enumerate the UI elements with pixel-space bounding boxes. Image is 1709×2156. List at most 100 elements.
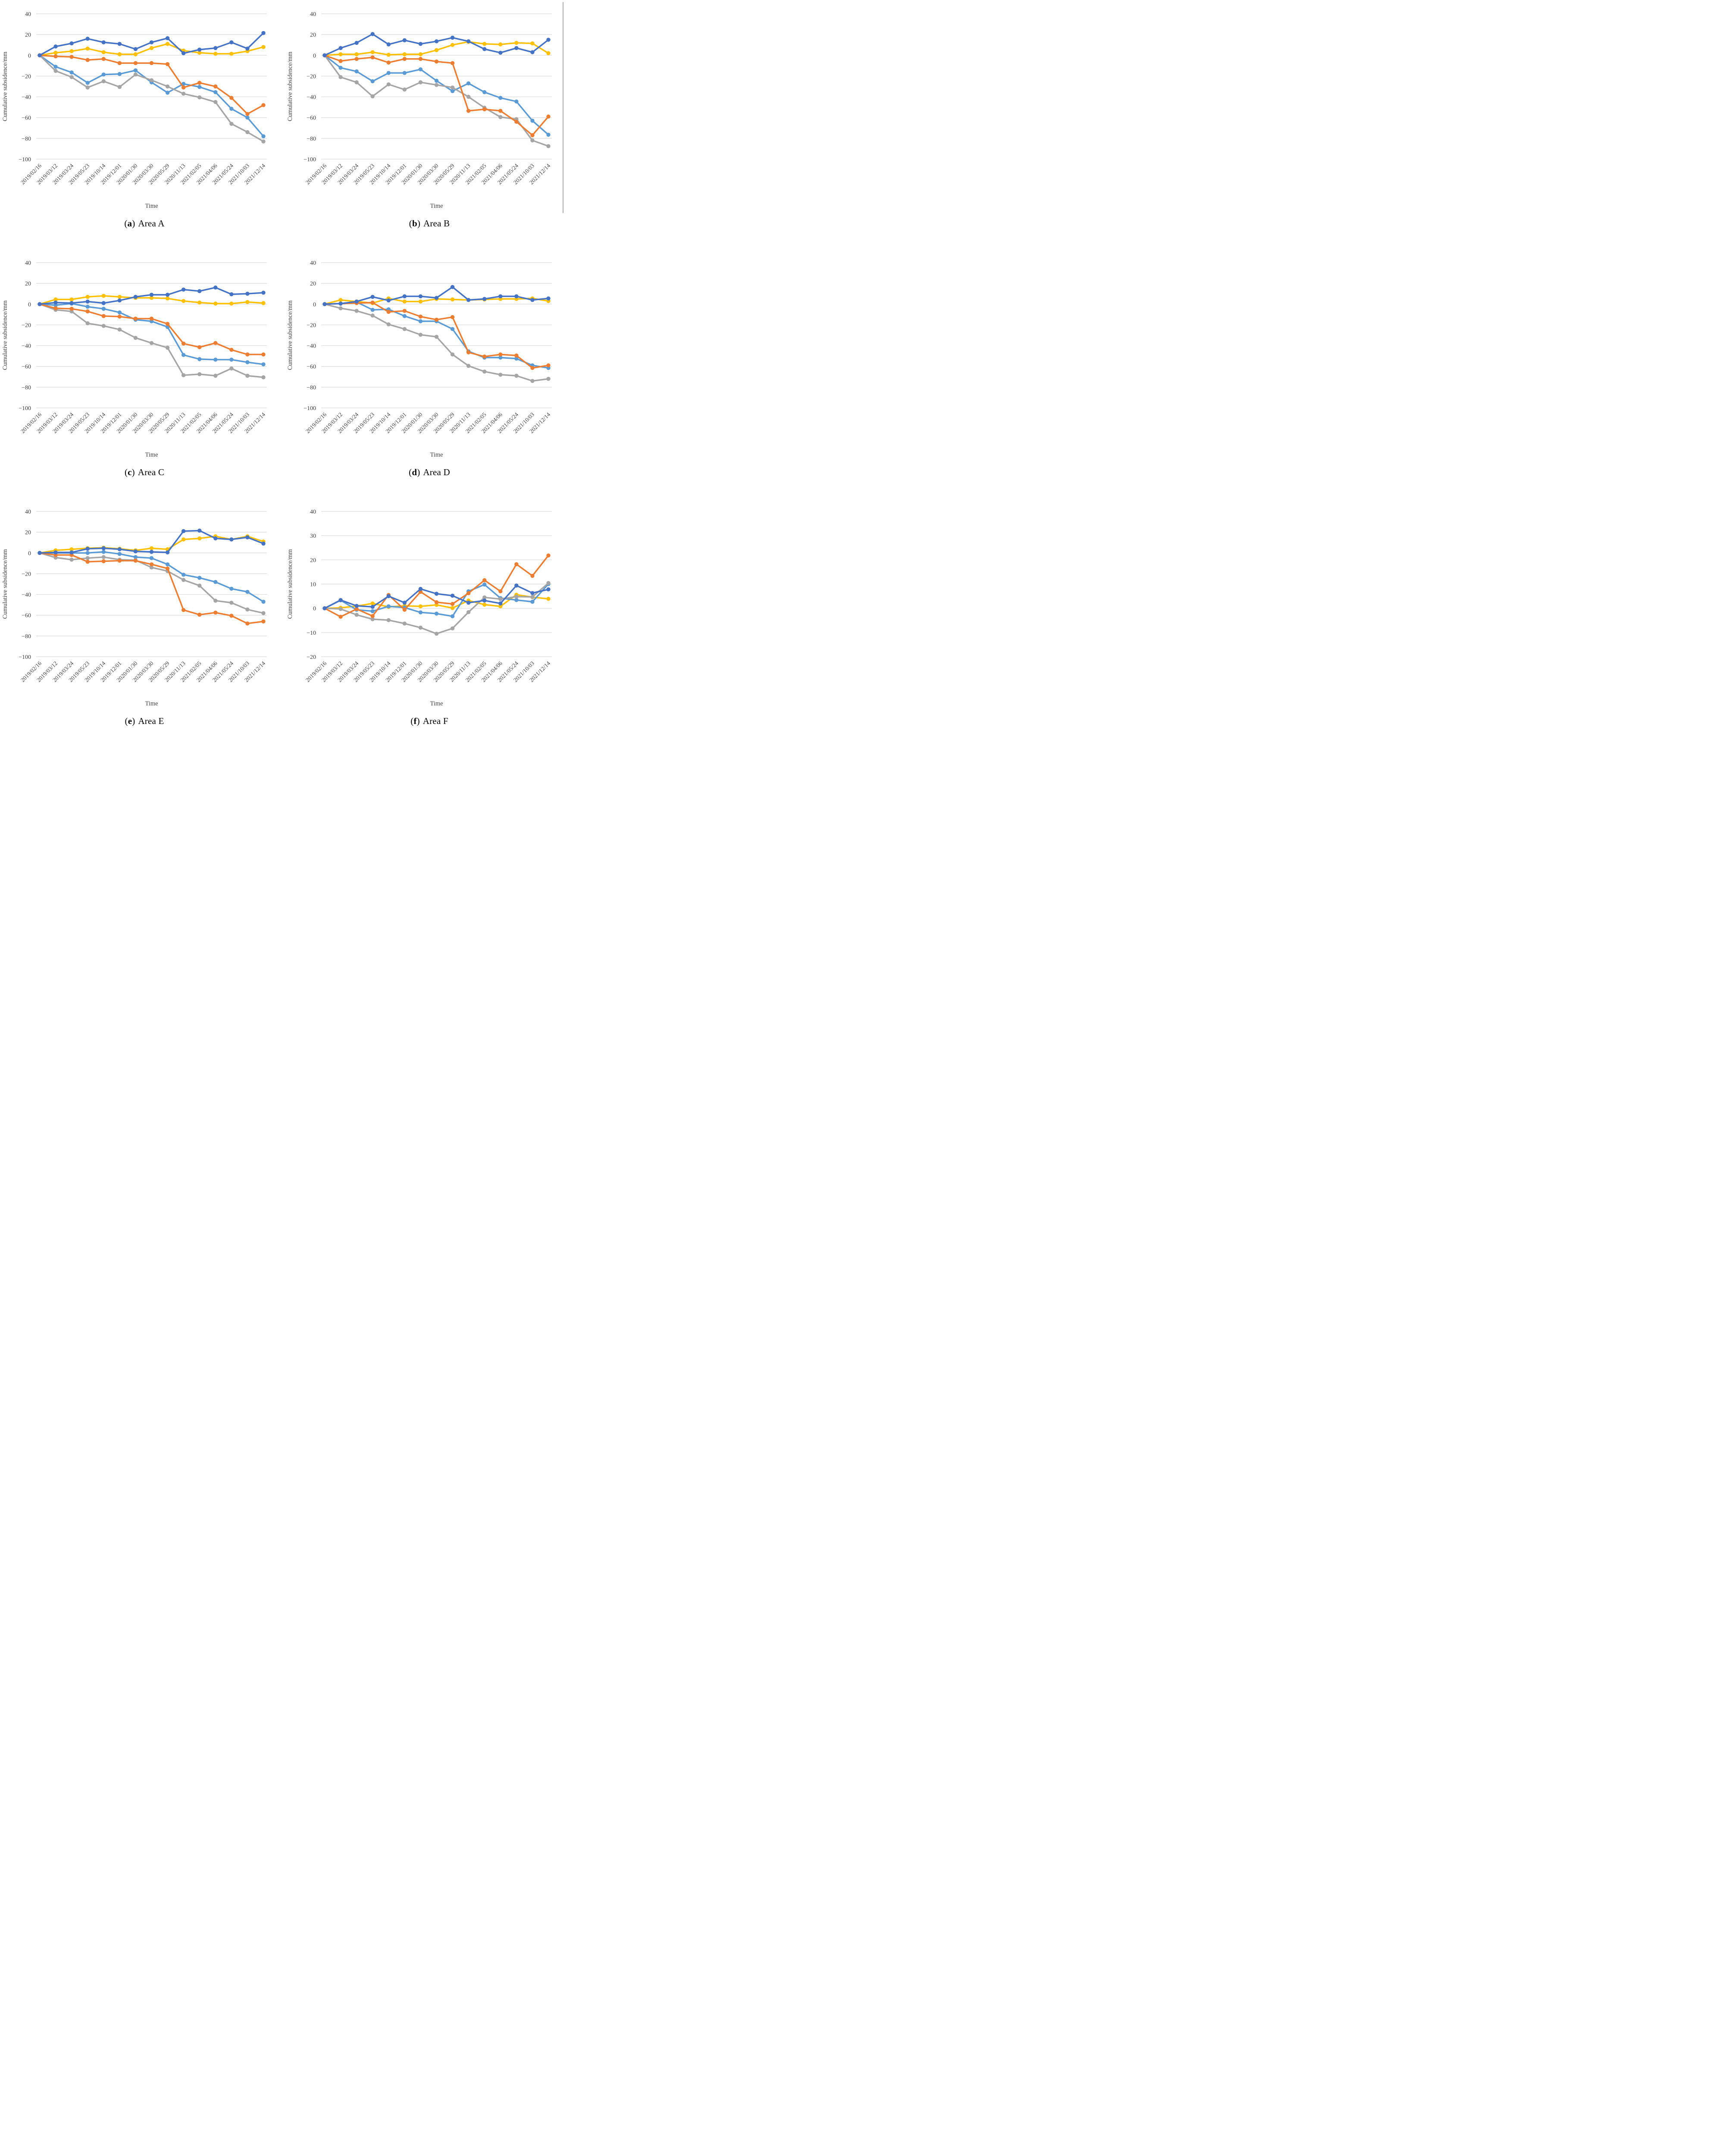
y-tick-label: 40 <box>25 509 31 515</box>
series-point-orange <box>85 560 90 564</box>
y-tick-label: 40 <box>310 11 316 18</box>
series-point-yellow <box>197 536 202 541</box>
series-point-light-blue <box>165 562 170 567</box>
series-point-dark-blue <box>85 546 90 551</box>
series-point-orange <box>354 607 359 611</box>
chart-panel-c: 40 20 0 −20 −40 −60 −80 −100 2019/02/16 2019/03/1… <box>0 249 285 498</box>
series-point-light-blue <box>245 360 250 364</box>
figure-page: 40 20 0 −20 −40 −60 −80 −100 2019/02/16 2019/03/1… <box>0 0 570 747</box>
series-point-light-blue <box>370 79 375 84</box>
series-point-gray <box>482 595 487 600</box>
series-point-yellow <box>354 52 359 56</box>
series-point-orange <box>229 614 234 618</box>
series-point-dark-blue <box>402 601 407 605</box>
series-point-orange <box>450 61 455 66</box>
series-point-dark-blue <box>165 292 170 297</box>
series-point-dark-blue <box>261 291 266 295</box>
series-point-light-blue <box>85 551 90 555</box>
series-point-gray <box>466 94 471 99</box>
caption-open-paren: ( <box>124 218 128 229</box>
series-point-orange <box>261 352 266 357</box>
series-point-light-blue <box>53 65 58 69</box>
series-point-dark-blue <box>338 46 343 50</box>
caption-letter: d <box>412 467 417 477</box>
series-point-gray <box>514 595 519 599</box>
y-tick-label: −60 <box>22 115 31 122</box>
caption-close-paren: ) <box>417 218 421 229</box>
series-point-light-blue <box>434 611 439 616</box>
series-point-light-blue <box>514 99 519 104</box>
chart-grid: 40 20 0 −20 −40 −60 −80 −100 2019/02/16 2019/03/1… <box>0 0 570 746</box>
series-point-dark-blue <box>69 301 74 305</box>
series-point-dark-blue <box>117 547 122 552</box>
series-point-dark-blue <box>245 291 250 296</box>
series-point-dark-blue <box>450 35 455 40</box>
y-tick-label: −10 <box>307 630 316 636</box>
series-point-yellow <box>181 299 186 303</box>
series-point-gray <box>354 309 359 313</box>
series-point-yellow <box>546 597 551 601</box>
series-point-orange <box>229 348 234 352</box>
series-point-orange <box>85 58 90 62</box>
series-point-dark-blue <box>338 301 343 306</box>
caption-open-paren: ( <box>124 467 128 477</box>
series-point-yellow <box>149 546 154 551</box>
series-point-gray <box>450 626 455 630</box>
series-point-orange <box>482 578 487 583</box>
series-point-orange <box>546 363 551 368</box>
caption-open-paren: ( <box>409 218 412 229</box>
series-point-orange <box>402 309 407 313</box>
series-point-dark-blue <box>514 46 519 50</box>
series-point-dark-blue <box>149 292 154 297</box>
series-point-yellow <box>101 294 106 298</box>
series-point-yellow <box>101 50 106 54</box>
series-point-light-blue <box>101 307 106 311</box>
series-point-yellow <box>338 298 343 302</box>
series-point-gray <box>245 607 250 612</box>
chart-caption-e: (e) Area E <box>26 716 263 727</box>
series-point-yellow <box>181 537 186 542</box>
series-point-dark-blue <box>482 47 487 51</box>
chart-svg-f: 403020100−10−202019/02/162019/03/122019/… <box>287 509 552 707</box>
series-point-orange <box>402 57 407 61</box>
series-point-gray <box>514 373 519 378</box>
series-point-dark-blue <box>213 46 218 50</box>
series-point-orange <box>498 109 503 113</box>
series-point-gray <box>370 313 375 318</box>
series-point-orange <box>165 566 170 571</box>
series-point-orange <box>530 133 535 138</box>
series-line-gray <box>324 303 549 382</box>
series-point-gray <box>165 84 170 89</box>
series-point-light-blue <box>101 550 106 554</box>
series-point-dark-blue <box>434 296 439 300</box>
series-point-light-blue <box>117 310 122 315</box>
series-point-dark-blue <box>69 41 74 46</box>
series-point-orange <box>418 314 423 319</box>
y-axis-title: Cumulative subsidence/mm <box>2 549 9 619</box>
series-point-dark-blue <box>245 46 250 51</box>
series-point-dark-blue <box>514 583 519 588</box>
series-point-dark-blue <box>370 295 375 299</box>
caption-close-paren: ) <box>132 716 135 726</box>
series-point-light-blue <box>197 357 202 361</box>
series-point-orange <box>261 619 266 624</box>
series-point-light-blue <box>261 134 266 138</box>
series-point-yellow <box>498 42 503 47</box>
series-point-yellow <box>370 601 375 606</box>
series-point-yellow <box>514 41 519 45</box>
series-point-gray <box>498 597 503 602</box>
series-point-dark-blue <box>386 594 391 599</box>
series-point-orange <box>386 60 391 65</box>
chart-e: 40 20 0 −20 −40 −60 −80 −100 2019/02/16 2019/03/1… <box>0 498 285 746</box>
y-tick-label: 0 <box>313 606 316 612</box>
series-point-light-blue <box>229 586 234 591</box>
series-point-dark-blue <box>181 51 186 56</box>
series-point-dark-blue <box>418 42 423 46</box>
series-point-dark-blue <box>229 292 234 297</box>
caption-text: Area D <box>423 467 450 477</box>
series-point-orange <box>245 112 250 116</box>
series-point-yellow <box>418 604 423 608</box>
chart-a: 40 20 0 −20 −40 −60 −80 −100 2019/02/16 2019/03/1… <box>0 0 285 249</box>
series-point-light-blue <box>450 89 455 94</box>
series-point-yellow <box>69 547 74 552</box>
